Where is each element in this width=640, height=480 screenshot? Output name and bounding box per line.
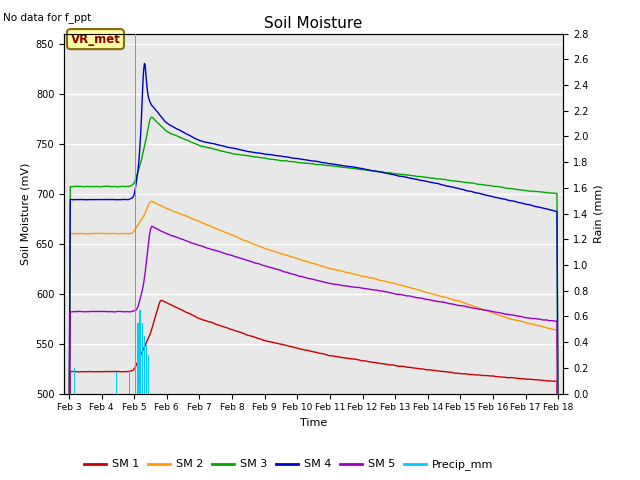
Text: No data for f_ppt: No data for f_ppt [3,12,92,23]
X-axis label: Time: Time [300,418,327,428]
Y-axis label: Soil Moisture (mV): Soil Moisture (mV) [20,162,30,265]
Bar [116,372,117,394]
Title: Soil Moisture: Soil Moisture [264,16,363,31]
Bar [146,345,147,394]
Bar [74,368,76,394]
Bar [135,34,136,394]
Bar [129,371,131,394]
Text: VR_met: VR_met [70,33,120,46]
Bar [141,323,143,394]
Y-axis label: Rain (mm): Rain (mm) [594,184,604,243]
Bar [144,336,145,394]
Legend: SM 1, SM 2, SM 3, SM 4, SM 5, Precip_mm: SM 1, SM 2, SM 3, SM 4, SM 5, Precip_mm [80,455,497,475]
Bar [140,310,141,394]
Bar [138,323,139,394]
